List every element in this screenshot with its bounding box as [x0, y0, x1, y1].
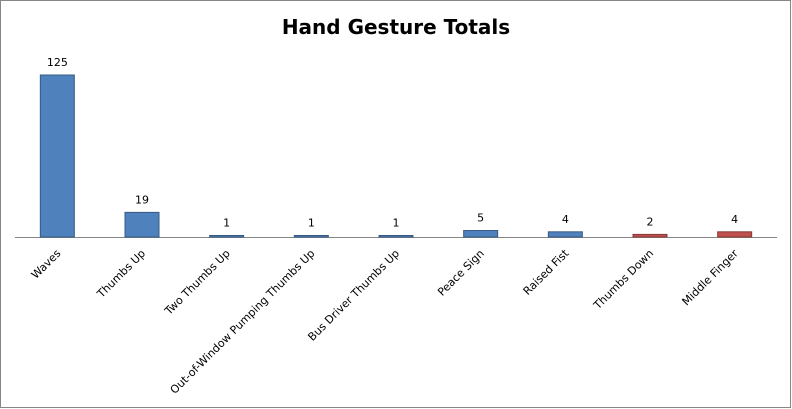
bar: [378, 235, 414, 238]
bar: [547, 231, 583, 238]
data-label: 2: [647, 215, 654, 228]
data-label: 125: [47, 56, 68, 69]
chart-title: Hand Gesture Totals: [282, 15, 510, 39]
data-label: 4: [731, 213, 738, 226]
bar: [632, 233, 668, 238]
bar: [293, 235, 329, 238]
bar: [39, 74, 75, 238]
data-label: 19: [135, 193, 149, 206]
data-label: 1: [393, 217, 400, 230]
data-label: 5: [477, 212, 484, 225]
bar: [124, 211, 160, 238]
bar: [209, 235, 245, 238]
data-label: 4: [562, 213, 569, 226]
data-label: 1: [308, 217, 315, 230]
bar: [717, 231, 753, 238]
data-label: 1: [223, 217, 230, 230]
bar: [463, 230, 499, 238]
